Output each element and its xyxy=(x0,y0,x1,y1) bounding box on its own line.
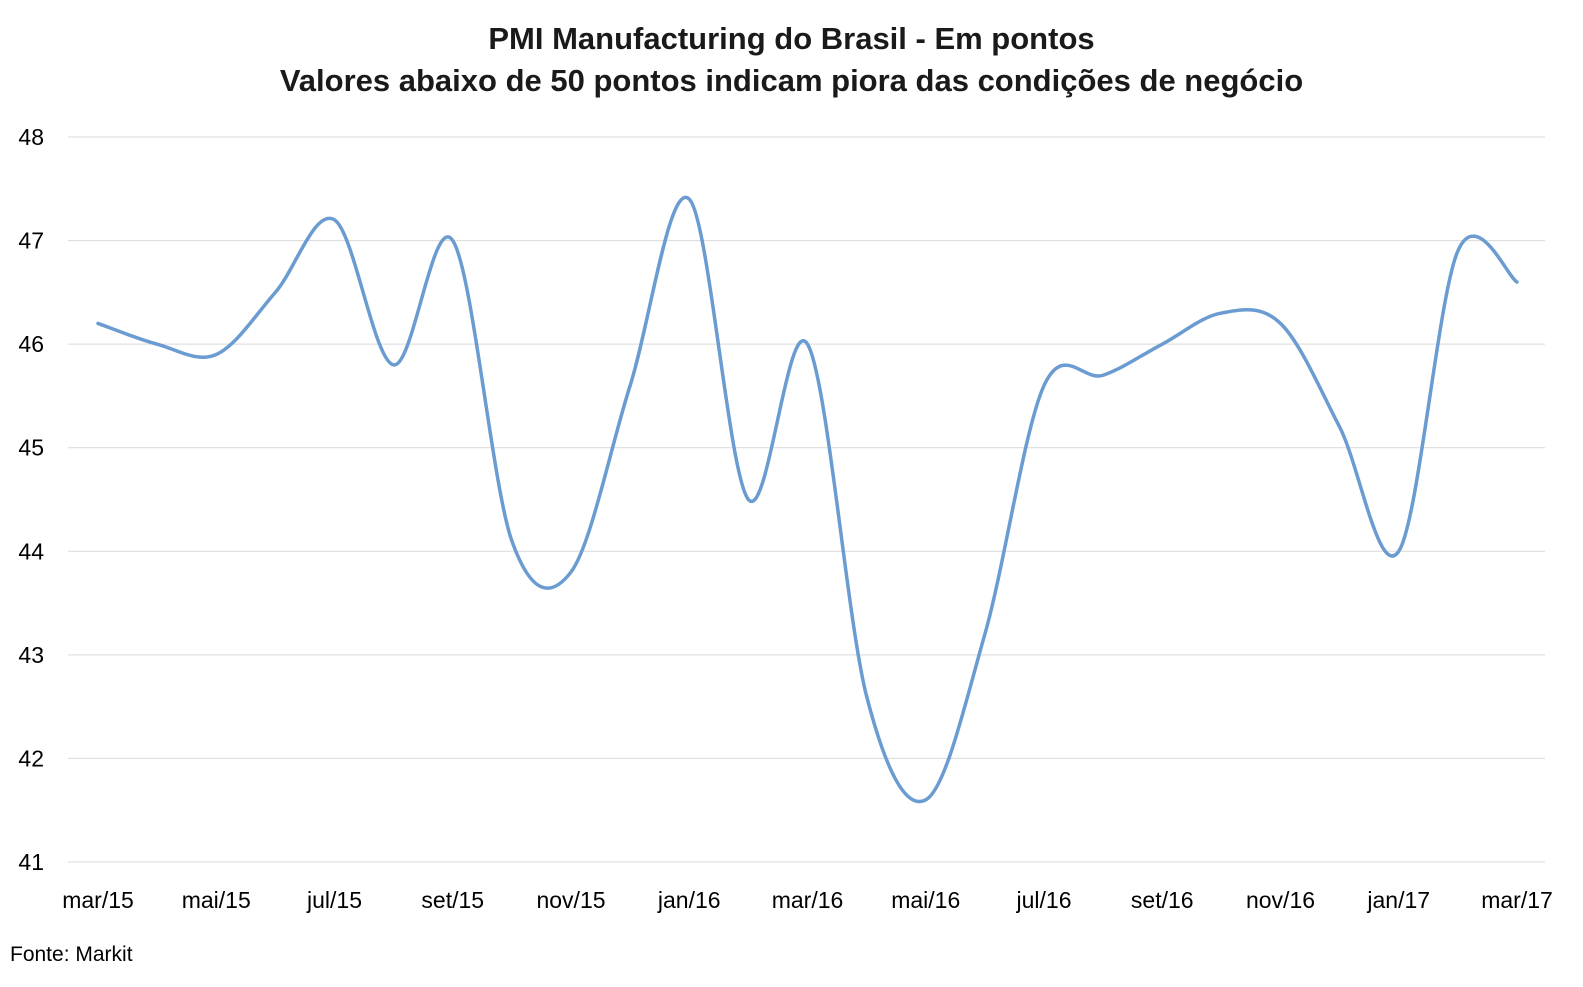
y-tick-label: 43 xyxy=(18,642,44,668)
line-chart: 41 42 43 44 45 46 47 48 mar/15 mai/15 jul/15 set/1… xyxy=(18,124,1553,913)
y-axis-labels: 41 42 43 44 45 46 47 48 xyxy=(18,124,44,875)
x-tick-label: mai/16 xyxy=(891,887,960,913)
chart-title-block: PMI Manufacturing do Brasil - Em pontos … xyxy=(0,18,1583,102)
x-tick-label: mai/15 xyxy=(182,887,251,913)
y-tick-label: 42 xyxy=(18,745,44,771)
x-tick-label: mar/15 xyxy=(62,887,134,913)
y-tick-label: 48 xyxy=(18,124,44,150)
chart-title: PMI Manufacturing do Brasil - Em pontos xyxy=(488,21,1095,56)
y-tick-label: 47 xyxy=(18,228,44,254)
x-tick-label: jul/15 xyxy=(306,887,362,913)
plot-area xyxy=(96,195,1519,804)
chart-subtitle: Valores abaixo de 50 pontos indicam pior… xyxy=(279,63,1304,98)
x-axis-labels: mar/15 mai/15 jul/15 set/15 nov/15 jan/16 mar/… xyxy=(62,887,1553,913)
y-tick-label: 45 xyxy=(18,435,44,461)
x-tick-label: set/16 xyxy=(1131,887,1194,913)
x-tick-label: jan/17 xyxy=(1366,887,1430,913)
source-note: Fonte: Markit xyxy=(10,943,133,966)
x-tick-label: nov/15 xyxy=(536,887,605,913)
x-tick-label: jul/16 xyxy=(1016,887,1072,913)
x-tick-label: mar/16 xyxy=(772,887,844,913)
y-tick-label: 44 xyxy=(18,538,44,564)
series-line xyxy=(96,195,1519,804)
x-tick-label: jan/16 xyxy=(657,887,721,913)
x-tick-label: nov/16 xyxy=(1246,887,1315,913)
x-tick-label: set/15 xyxy=(421,887,484,913)
y-tick-label: 41 xyxy=(18,849,44,875)
y-tick-label: 46 xyxy=(18,331,44,357)
gridlines xyxy=(68,136,1545,863)
x-tick-label: mar/17 xyxy=(1481,887,1553,913)
